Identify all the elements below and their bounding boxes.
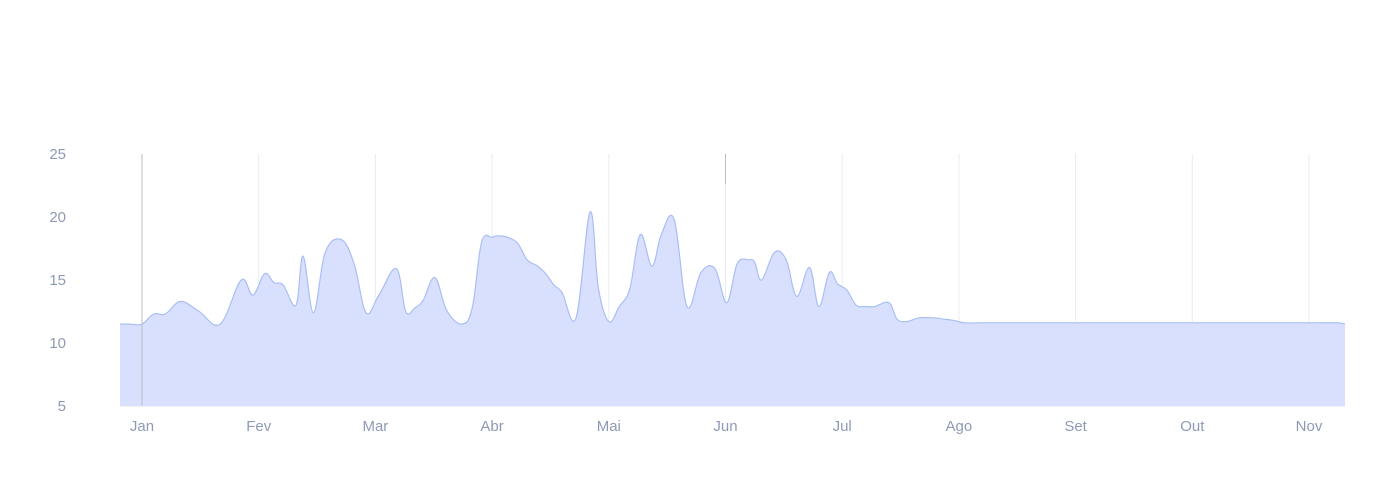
- y-axis: 5 10 15 20 25: [49, 146, 66, 415]
- x-tick-label-mar: Mar: [362, 418, 388, 435]
- x-axis: Jan Fev Mar Abr Mai Jun Jul Ago Set Out Nov: [130, 418, 1323, 435]
- x-tick-label-set: Set: [1064, 418, 1087, 435]
- y-tick-label-25: 25: [49, 146, 66, 163]
- y-tick-label-15: 15: [49, 272, 66, 289]
- y-tick-label-20: 20: [49, 209, 66, 226]
- y-tick-label-10: 10: [49, 335, 66, 352]
- area-series: [119, 211, 1346, 406]
- x-tick-label-nov: Nov: [1296, 418, 1323, 435]
- x-tick-label-abr: Abr: [480, 418, 503, 435]
- x-tick-label-out: Out: [1180, 418, 1205, 435]
- area-line: [119, 211, 1346, 326]
- marker-lines: [141, 154, 726, 406]
- x-tick-label-jan: Jan: [130, 418, 154, 435]
- area-fill: [120, 211, 1345, 406]
- x-tick-label-jun: Jun: [713, 418, 737, 435]
- x-tick-label-jul: Jul: [833, 418, 852, 435]
- x-tick-label-ago: Ago: [946, 418, 973, 435]
- y-tick-label-5: 5: [58, 398, 66, 415]
- x-tick-label-mai: Mai: [597, 418, 621, 435]
- x-tick-label-fev: Fev: [246, 418, 272, 435]
